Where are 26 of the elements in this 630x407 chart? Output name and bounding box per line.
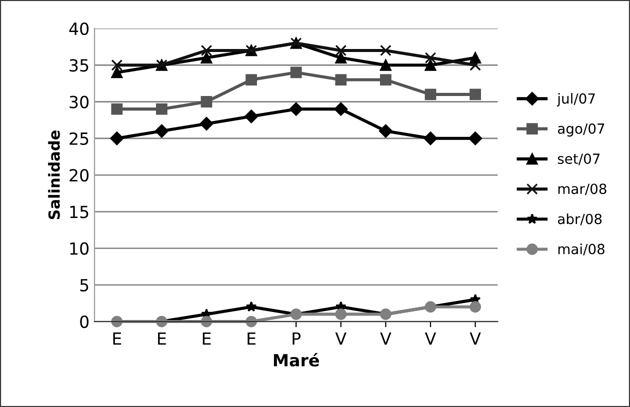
y-tick-label: 25 bbox=[70, 132, 88, 145]
x-tick-label: E bbox=[113, 332, 122, 345]
y-tick-label: 35 bbox=[70, 59, 88, 72]
y-tick-label: 10 bbox=[70, 242, 89, 255]
x-tick-label: E bbox=[158, 332, 166, 345]
y-axis-title: Salinidade bbox=[48, 130, 60, 220]
x-tick-label: P bbox=[292, 332, 301, 345]
x-tick-label: V bbox=[470, 332, 481, 345]
x-tick-label: E bbox=[248, 332, 256, 345]
x-tick-label: V bbox=[380, 332, 392, 345]
y-tick-label: 5 bbox=[80, 279, 88, 292]
legend-label: ago/07 bbox=[558, 123, 604, 137]
legend-label: jul/07 bbox=[556, 93, 595, 106]
legend-label: mai/08 bbox=[558, 244, 604, 256]
y-tick-label: 20 bbox=[70, 168, 89, 182]
y-tick-label: 0 bbox=[80, 315, 89, 328]
y-tick-label: 30 bbox=[70, 96, 89, 108]
x-tick-label: V bbox=[335, 332, 346, 345]
legend-label: mar/08 bbox=[558, 184, 606, 196]
x-axis-title: Maré bbox=[274, 352, 319, 367]
legend-label: set/07 bbox=[558, 153, 600, 166]
x-tick-label: E bbox=[202, 332, 211, 345]
legend-label: abr/08 bbox=[558, 213, 602, 226]
x-tick-label: V bbox=[424, 332, 436, 345]
y-tick-label: 15 bbox=[70, 206, 88, 218]
y-tick-label: 40 bbox=[69, 22, 89, 36]
